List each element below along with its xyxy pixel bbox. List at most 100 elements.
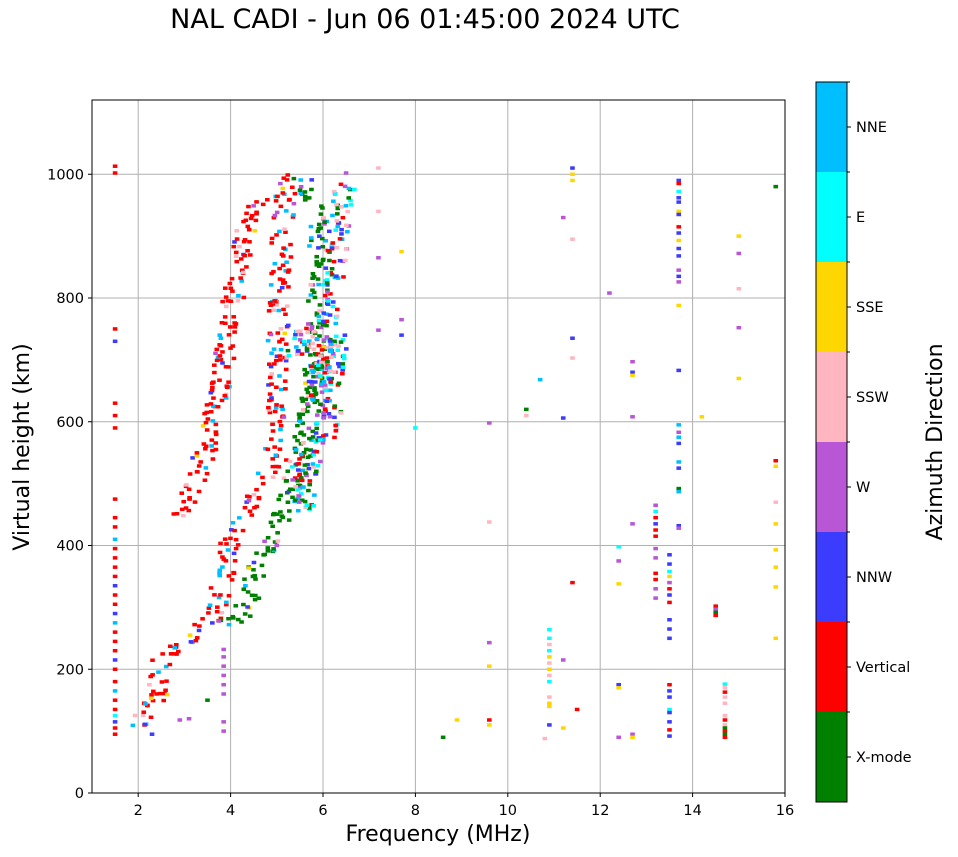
trace-cell [293,498,298,503]
trace-cell [174,511,180,516]
trace-cell [322,293,328,298]
trace-cell [266,383,271,387]
trace-cell [254,200,259,204]
trace-cell [232,240,237,244]
trace-cell [213,422,219,427]
data-cell [221,664,226,668]
trace-cell [244,494,250,498]
trace-cell [228,536,233,541]
data-cell [676,268,682,272]
trace-cell [269,396,274,400]
data-cell [570,172,575,176]
trace-cell [301,433,307,437]
trace-cell [283,387,288,391]
trace-cell [237,244,242,249]
trace-cell [324,399,330,404]
trace-cell [340,215,346,220]
trace-cell [308,448,313,452]
trace-cell [338,340,344,344]
data-cell [221,673,226,678]
trace-cell [333,423,338,428]
trace-cell [342,184,348,189]
data-cell [112,698,118,702]
trace-cell [278,204,284,209]
trace-cell [245,224,251,229]
trace-cell [261,574,267,578]
trace-cell [183,506,189,510]
trace-cell [331,343,337,347]
data-cell [736,251,742,256]
trace-cell [337,258,343,263]
trace-cell [220,361,225,365]
trace-cell [206,611,211,615]
trace-cell [278,423,284,428]
trace-cell [315,277,321,281]
trace-cell [320,319,326,324]
trace-cell [343,247,349,251]
data-cell [177,718,183,722]
trace-cell [270,429,276,433]
trace-cell [203,447,208,451]
trace-cell [243,583,248,588]
trace-cell [286,285,291,289]
data-cell [676,225,682,229]
trace-cell [340,362,346,366]
trace-cell [341,353,347,358]
data-cell [773,500,779,504]
trace-cell [267,410,273,415]
trace-cell [309,383,315,387]
data-cell [630,359,635,364]
x-tick-label: 16 [776,803,794,819]
trace-cell [268,283,274,287]
trace-cell [213,432,219,437]
data-cell [653,596,658,600]
trace-cell [217,550,223,555]
trace-cell [159,680,165,684]
trace-cell [327,398,332,403]
trace-cell [272,299,277,303]
trace-cell [251,204,256,208]
trace-cell [279,404,284,408]
trace-cell [320,244,326,249]
trace-cell [218,357,224,362]
trace-cell [308,364,314,369]
trace-cell [267,301,273,305]
trace-cell [340,365,346,369]
trace-cell [271,215,277,220]
data-cell [616,544,621,549]
trace-cell [325,359,330,364]
trace-cell [254,551,259,555]
trace-cell [274,403,279,407]
trace-cell [204,410,210,415]
trace-cell [272,213,278,218]
trace-cell [232,321,237,325]
trace-cell [314,426,320,431]
trace-cell [325,248,331,253]
trace-cell [186,508,192,513]
data-cell [570,356,575,360]
trace-cell [196,464,202,468]
trace-cell [329,245,335,249]
trace-cell [334,307,340,312]
trace-cell [274,358,279,363]
trace-cell [311,453,316,457]
trace-cell [224,600,229,605]
data-cell [630,732,635,736]
data-cell [676,430,682,435]
trace-cell [307,385,312,390]
trace-cell [217,571,222,575]
trace-cell [325,396,331,401]
trace-cell [306,506,312,510]
trace-cell [334,314,340,319]
trace-cell [276,308,282,313]
trace-cell [314,420,320,425]
data-cell [667,682,672,687]
trace-cell [275,331,281,335]
data-cell [713,607,718,611]
data-cell [722,732,728,736]
trace-cell [302,499,308,504]
trace-cell [208,410,214,414]
data-cell [221,720,226,724]
data-cell [676,423,682,427]
